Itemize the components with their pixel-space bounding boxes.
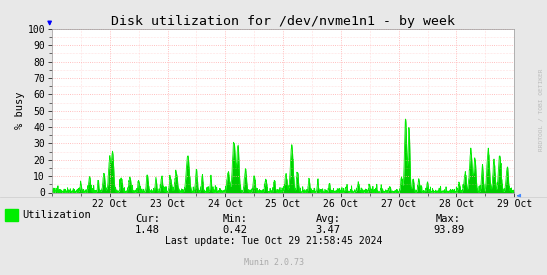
Text: 93.89: 93.89 xyxy=(433,225,464,235)
Y-axis label: % busy: % busy xyxy=(15,92,25,130)
Text: Utilization: Utilization xyxy=(22,210,91,220)
Title: Disk utilization for /dev/nvme1n1 - by week: Disk utilization for /dev/nvme1n1 - by w… xyxy=(111,15,455,28)
Text: 0.42: 0.42 xyxy=(223,225,248,235)
Text: 3.47: 3.47 xyxy=(316,225,341,235)
Text: Max:: Max: xyxy=(436,214,461,224)
Text: Munin 2.0.73: Munin 2.0.73 xyxy=(243,258,304,267)
Text: Min:: Min: xyxy=(223,214,248,224)
Text: 1.48: 1.48 xyxy=(135,225,160,235)
Text: Last update: Tue Oct 29 21:58:45 2024: Last update: Tue Oct 29 21:58:45 2024 xyxy=(165,236,382,246)
Text: RRDTOOL / TOBI OETIKER: RRDTOOL / TOBI OETIKER xyxy=(538,69,543,151)
Text: Cur:: Cur: xyxy=(135,214,160,224)
Text: Avg:: Avg: xyxy=(316,214,341,224)
